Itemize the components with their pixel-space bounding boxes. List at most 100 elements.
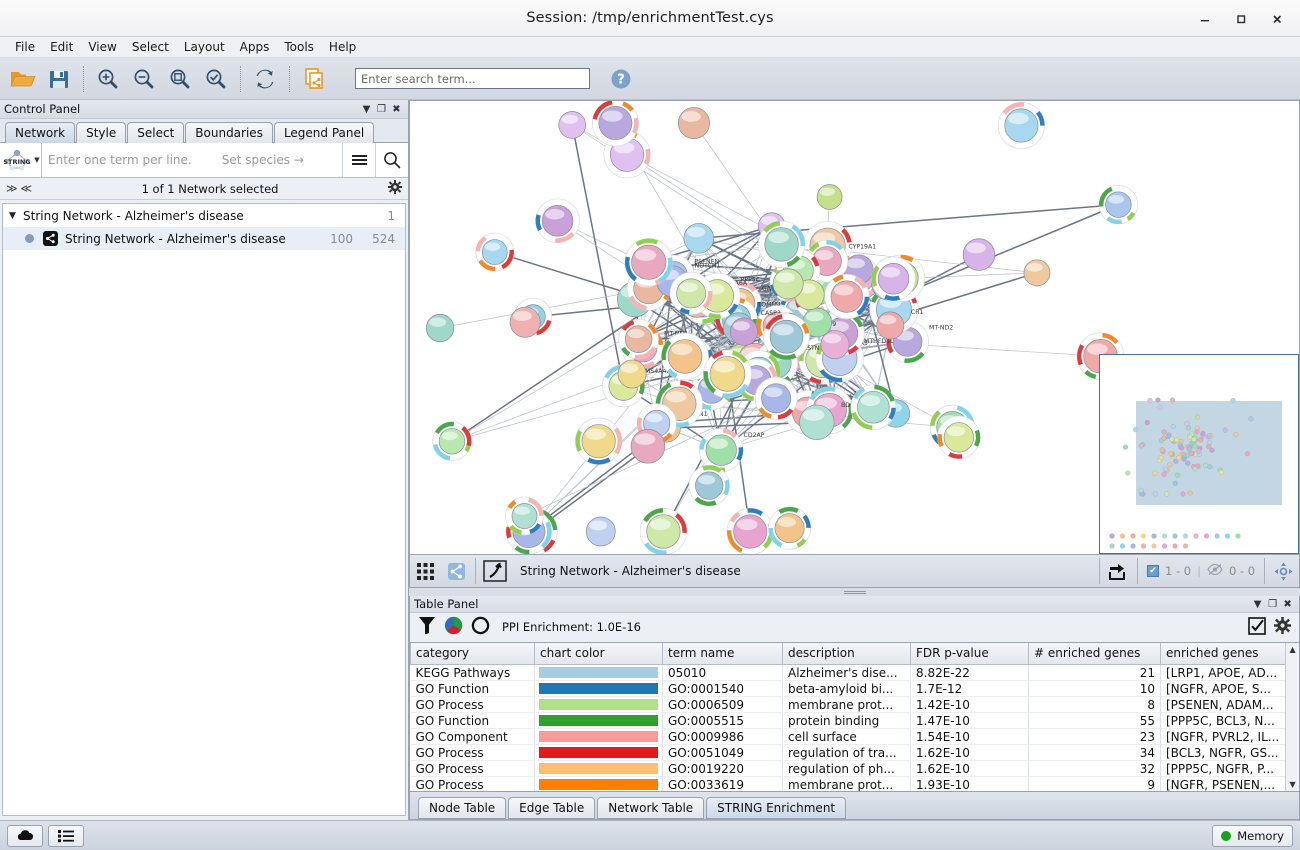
string-dropdown-icon[interactable]: ▼ bbox=[34, 156, 40, 164]
tab-legend-panel[interactable]: Legend Panel bbox=[273, 122, 375, 143]
expand-triangle-icon[interactable]: ▼ bbox=[9, 210, 16, 221]
table-panel-dropdown-icon[interactable]: ▼ bbox=[1253, 598, 1262, 610]
network-graph[interactable]: MT-ND2MT-ND1GAB2SMUG1TOMM40CD2APMS4A6AMS… bbox=[410, 101, 1299, 555]
select-all-icon[interactable] bbox=[1248, 617, 1266, 638]
network-node[interactable] bbox=[871, 256, 916, 301]
control-panel-dropdown-icon[interactable]: ▼ bbox=[362, 103, 371, 115]
enrichment-table-container[interactable]: category chart color term name descripti… bbox=[410, 641, 1300, 791]
tab-node-table[interactable]: Node Table bbox=[418, 796, 507, 819]
ring-chart-icon[interactable] bbox=[471, 616, 490, 638]
network-node[interactable] bbox=[820, 330, 850, 360]
network-node[interactable] bbox=[683, 223, 714, 254]
network-node[interactable] bbox=[816, 184, 843, 210]
network-node[interactable] bbox=[585, 516, 616, 547]
network-share-toggle-icon[interactable] bbox=[441, 556, 472, 587]
network-node[interactable] bbox=[603, 131, 651, 179]
open-folder-icon[interactable] bbox=[6, 62, 40, 96]
network-node[interactable] bbox=[591, 101, 639, 147]
network-tree[interactable]: ▼ String Network - Alzheimer's disease 1 bbox=[2, 203, 406, 816]
menu-view[interactable]: View bbox=[88, 40, 117, 54]
scroll-up-arrow-icon[interactable]: ▲ bbox=[1289, 644, 1296, 654]
menu-tools[interactable]: Tools bbox=[284, 40, 314, 54]
network-node[interactable] bbox=[535, 198, 580, 243]
network-tree-child-row[interactable]: String Network - Alzheimer's disease 100… bbox=[3, 227, 405, 250]
network-node[interactable] bbox=[937, 415, 981, 459]
network-node[interactable] bbox=[505, 496, 544, 536]
network-node[interactable] bbox=[1023, 259, 1051, 287]
table-row[interactable]: GO Process GO:0051049 regulation of tra...… bbox=[410, 744, 1300, 762]
network-node[interactable] bbox=[661, 332, 709, 381]
network-node[interactable] bbox=[617, 359, 647, 389]
refresh-icon[interactable] bbox=[248, 62, 282, 96]
menu-file[interactable]: File bbox=[15, 40, 36, 54]
pan-navigate-icon[interactable] bbox=[1268, 556, 1299, 587]
col-enriched-genes[interactable]: enriched genes bbox=[1159, 642, 1300, 666]
tab-network[interactable]: Network bbox=[5, 122, 76, 143]
col-term-name[interactable]: term name bbox=[662, 642, 783, 666]
network-node[interactable] bbox=[729, 317, 758, 346]
hidden-nodes-icon[interactable] bbox=[1207, 563, 1223, 579]
network-node[interactable] bbox=[768, 506, 812, 550]
network-node[interactable]: BDNF bbox=[799, 402, 859, 440]
search-input[interactable]: Enter search term... bbox=[355, 68, 590, 89]
network-node[interactable]: CR1 bbox=[876, 309, 924, 340]
network-node[interactable] bbox=[425, 313, 455, 343]
string-options-icon[interactable] bbox=[342, 143, 375, 177]
cloud-icon[interactable] bbox=[7, 824, 43, 847]
network-node[interactable] bbox=[754, 376, 798, 420]
network-node[interactable] bbox=[772, 268, 804, 300]
close-button[interactable] bbox=[1260, 4, 1294, 34]
table-row[interactable]: GO Process GO:0006509 membrane prot... 1.42… bbox=[410, 696, 1300, 714]
collapse-all-icon[interactable]: ≫ bbox=[6, 182, 18, 195]
settings-gear-icon[interactable] bbox=[1274, 617, 1292, 637]
birds-eye-viewport[interactable] bbox=[1136, 401, 1283, 505]
col-enriched-count[interactable]: # enriched genes bbox=[1028, 642, 1161, 666]
network-view-canvas[interactable]: MT-ND2MT-ND1GAB2SMUG1TOMM40CD2APMS4A6AMS… bbox=[409, 100, 1300, 555]
col-description[interactable]: description bbox=[782, 642, 911, 666]
table-panel-float-icon[interactable]: ❐ bbox=[1268, 598, 1278, 610]
menu-edit[interactable]: Edit bbox=[50, 40, 74, 54]
annotation-arrow-icon[interactable] bbox=[479, 556, 510, 587]
table-row[interactable]: GO Component GO:0009986 cell surface 1.54E-… bbox=[410, 728, 1300, 746]
table-panel-close-icon[interactable]: ✖ bbox=[1283, 598, 1292, 610]
help-icon[interactable]: ? bbox=[604, 62, 638, 96]
network-node[interactable] bbox=[757, 220, 806, 268]
network-node[interactable] bbox=[558, 111, 587, 139]
scroll-down-arrow-icon[interactable]: ▼ bbox=[1289, 780, 1296, 789]
tab-network-table[interactable]: Network Table bbox=[597, 796, 705, 819]
table-row[interactable]: GO Function GO:0005515 protein binding 1.47… bbox=[410, 712, 1300, 730]
network-node[interactable] bbox=[624, 238, 673, 287]
menu-help[interactable]: Help bbox=[328, 40, 357, 54]
color-chart-icon[interactable] bbox=[444, 616, 463, 638]
network-node[interactable] bbox=[475, 232, 515, 272]
expand-all-icon[interactable]: ≪ bbox=[20, 182, 33, 195]
tab-string-enrichment[interactable]: STRING Enrichment bbox=[706, 796, 847, 819]
string-query-input[interactable]: Enter one term per line. Set species → bbox=[42, 143, 342, 177]
panel-splitter[interactable] bbox=[409, 588, 1300, 596]
menu-layout[interactable]: Layout bbox=[183, 40, 225, 54]
network-node[interactable] bbox=[575, 417, 623, 465]
zoom-in-icon[interactable] bbox=[91, 62, 125, 96]
network-node[interactable] bbox=[677, 107, 710, 139]
tab-style[interactable]: Style bbox=[76, 122, 127, 143]
save-icon[interactable] bbox=[42, 62, 76, 96]
selected-nodes-checkbox-icon[interactable]: ✔ bbox=[1146, 565, 1159, 577]
network-node[interactable] bbox=[509, 306, 541, 338]
network-node[interactable] bbox=[763, 313, 810, 361]
network-node[interactable] bbox=[997, 102, 1045, 150]
network-node[interactable] bbox=[703, 349, 752, 399]
network-node[interactable] bbox=[1098, 184, 1139, 225]
birds-eye-overview[interactable] bbox=[1099, 354, 1300, 554]
string-logo-icon[interactable]: STRING ▼ bbox=[0, 143, 42, 177]
zoom-selected-icon[interactable] bbox=[199, 62, 233, 96]
table-vertical-scrollbar[interactable]: ▲ ▼ bbox=[1285, 642, 1300, 791]
list-icon[interactable] bbox=[48, 824, 84, 847]
menu-apps[interactable]: Apps bbox=[239, 40, 270, 54]
menu-select[interactable]: Select bbox=[131, 40, 169, 54]
control-panel-close-icon[interactable]: ✖ bbox=[392, 103, 401, 115]
tab-boundaries[interactable]: Boundaries bbox=[185, 122, 273, 143]
memory-status-button[interactable]: Memory bbox=[1212, 824, 1293, 847]
network-settings-gear-icon[interactable] bbox=[388, 180, 402, 197]
col-fdr-pvalue[interactable]: FDR p-value bbox=[910, 642, 1029, 666]
set-species-link[interactable]: Set species → bbox=[221, 153, 304, 167]
